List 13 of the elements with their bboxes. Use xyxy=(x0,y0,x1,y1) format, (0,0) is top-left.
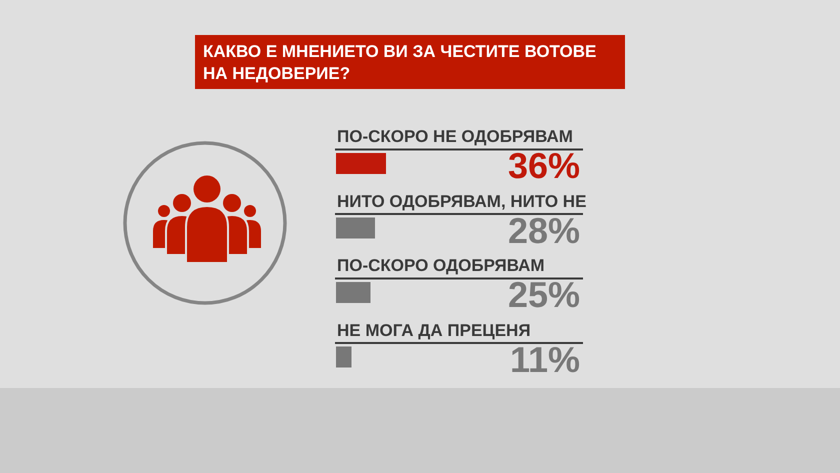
data-label: 36% xyxy=(508,145,580,186)
y-tick-label: НИТО ОДОБРЯВАМ, НИТО НЕ xyxy=(337,192,586,211)
data-label: 25% xyxy=(508,274,580,315)
bar xyxy=(336,218,375,238)
bar xyxy=(336,153,386,174)
chart-title: КАКВО Е МНЕНИЕТО ВИ ЗА ЧЕСТИТЕ ВОТОВЕ НА НЕДОВЕРИЕ? xyxy=(203,42,596,84)
data-label: 28% xyxy=(508,210,580,251)
y-tick-label: ПО-СКОРО ОДОБРЯВАМ xyxy=(337,256,545,275)
bar xyxy=(336,346,352,368)
bar xyxy=(336,282,371,303)
data-label: 11% xyxy=(510,339,580,380)
y-tick-label: НЕ МОГА ДА ПРЕЦЕНЯ xyxy=(337,321,531,340)
y-tick-label: ПО-СКОРО НЕ ОДОБРЯВАМ xyxy=(337,127,573,146)
